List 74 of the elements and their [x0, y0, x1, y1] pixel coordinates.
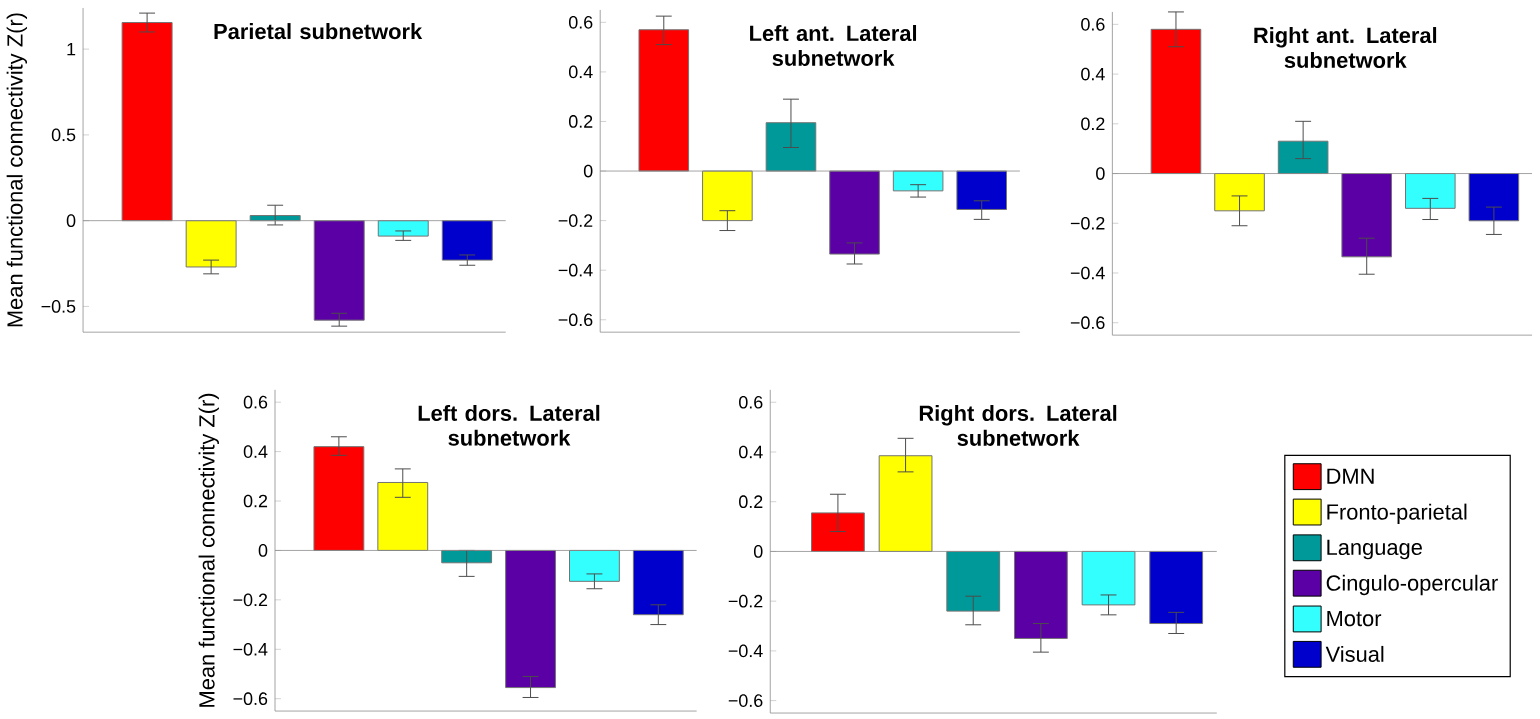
bar	[1468, 173, 1520, 222]
bar	[569, 549, 620, 582]
bar	[441, 549, 493, 564]
y-tick-label: 0	[258, 544, 268, 557]
bar	[1341, 173, 1393, 258]
bar	[377, 220, 429, 237]
bar	[121, 22, 173, 222]
y-tick-label: −0.2	[728, 594, 763, 608]
text: Parietal subnetwork	[214, 23, 423, 40]
bar	[765, 122, 817, 172]
bar	[946, 550, 1001, 612]
y-tick-label: 0.2	[1081, 117, 1105, 131]
y-tick-label: 0.6	[243, 395, 268, 409]
y-tick-label: 0	[753, 545, 763, 558]
y-tick-label: −0.6	[233, 692, 268, 706]
legend-label: Motor	[1327, 610, 1382, 627]
y-tick-label: −0.2	[1070, 216, 1105, 230]
legend-label: Language	[1327, 539, 1422, 560]
bar	[702, 170, 753, 222]
text: Right ant. Lateral subnetwork	[1254, 27, 1437, 68]
y-tick-label: 0.2	[568, 115, 593, 128]
y-tick-label: 0.6	[568, 15, 593, 29]
y-tick-label: 1	[67, 42, 76, 56]
y-tick-label: −0.4	[1070, 266, 1105, 280]
y-tick-label: 0.4	[1081, 67, 1105, 81]
bar	[1214, 173, 1265, 212]
y-tick-label: −0.2	[558, 214, 593, 227]
y-tick-label: 0.2	[739, 495, 763, 509]
bar	[811, 512, 865, 552]
text: Left dors. Lateral subnetwork	[418, 404, 600, 446]
y-tick-label: −0.6	[728, 694, 763, 707]
y-tick-label: 0.6	[1081, 18, 1105, 31]
y-axis-title: Mean functional connectivity Z(r)	[6, 13, 28, 327]
y-tick-label: −0.6	[1070, 316, 1105, 330]
y-tick-label: −0.4	[558, 263, 593, 277]
bar	[878, 455, 933, 552]
bar	[1150, 28, 1202, 175]
text: Left ant. Lateral subnetwork	[750, 25, 917, 66]
y-tick-label: 0.4	[568, 65, 593, 79]
y-tick-label: 0.2	[243, 494, 268, 508]
y-tick-label: 0	[66, 214, 76, 228]
y-tick-label: 0	[583, 164, 593, 178]
bar	[505, 549, 556, 689]
bar	[1149, 550, 1204, 625]
legend-label: Fronto-parietal	[1327, 503, 1467, 524]
y-tick-label: −0.4	[233, 642, 268, 656]
bar	[892, 170, 944, 192]
bar	[377, 481, 429, 551]
y-tick-label: −0.2	[233, 593, 268, 607]
bar	[313, 446, 365, 551]
bar	[1081, 550, 1136, 606]
text: Right dors. Lateral subnetwork	[919, 404, 1117, 446]
legend-label: DMN	[1327, 468, 1374, 484]
y-tick-label: −0.5	[41, 300, 76, 313]
y-tick-label: 0.4	[739, 445, 763, 459]
bar	[313, 220, 365, 321]
bar	[956, 170, 1008, 210]
bar	[1014, 550, 1068, 639]
legend-label: Cingulo-opercular	[1326, 574, 1498, 596]
bar	[185, 220, 237, 268]
y-tick-label: 0.5	[51, 128, 76, 142]
y-axis-title: Mean functional connectivity Z(r)	[198, 393, 219, 707]
y-tick-label: 0.4	[243, 445, 268, 458]
bar	[632, 549, 684, 616]
y-tick-label: −0.6	[558, 313, 593, 327]
bar	[1277, 140, 1329, 175]
bar	[441, 220, 493, 261]
y-tick-label: 0.6	[739, 395, 763, 409]
legend-label: Visual	[1325, 645, 1384, 662]
y-tick-label: −0.4	[728, 644, 763, 658]
bar	[829, 170, 880, 255]
bar	[638, 29, 690, 172]
y-tick-label: 0	[1096, 167, 1105, 180]
bar	[1405, 173, 1456, 209]
